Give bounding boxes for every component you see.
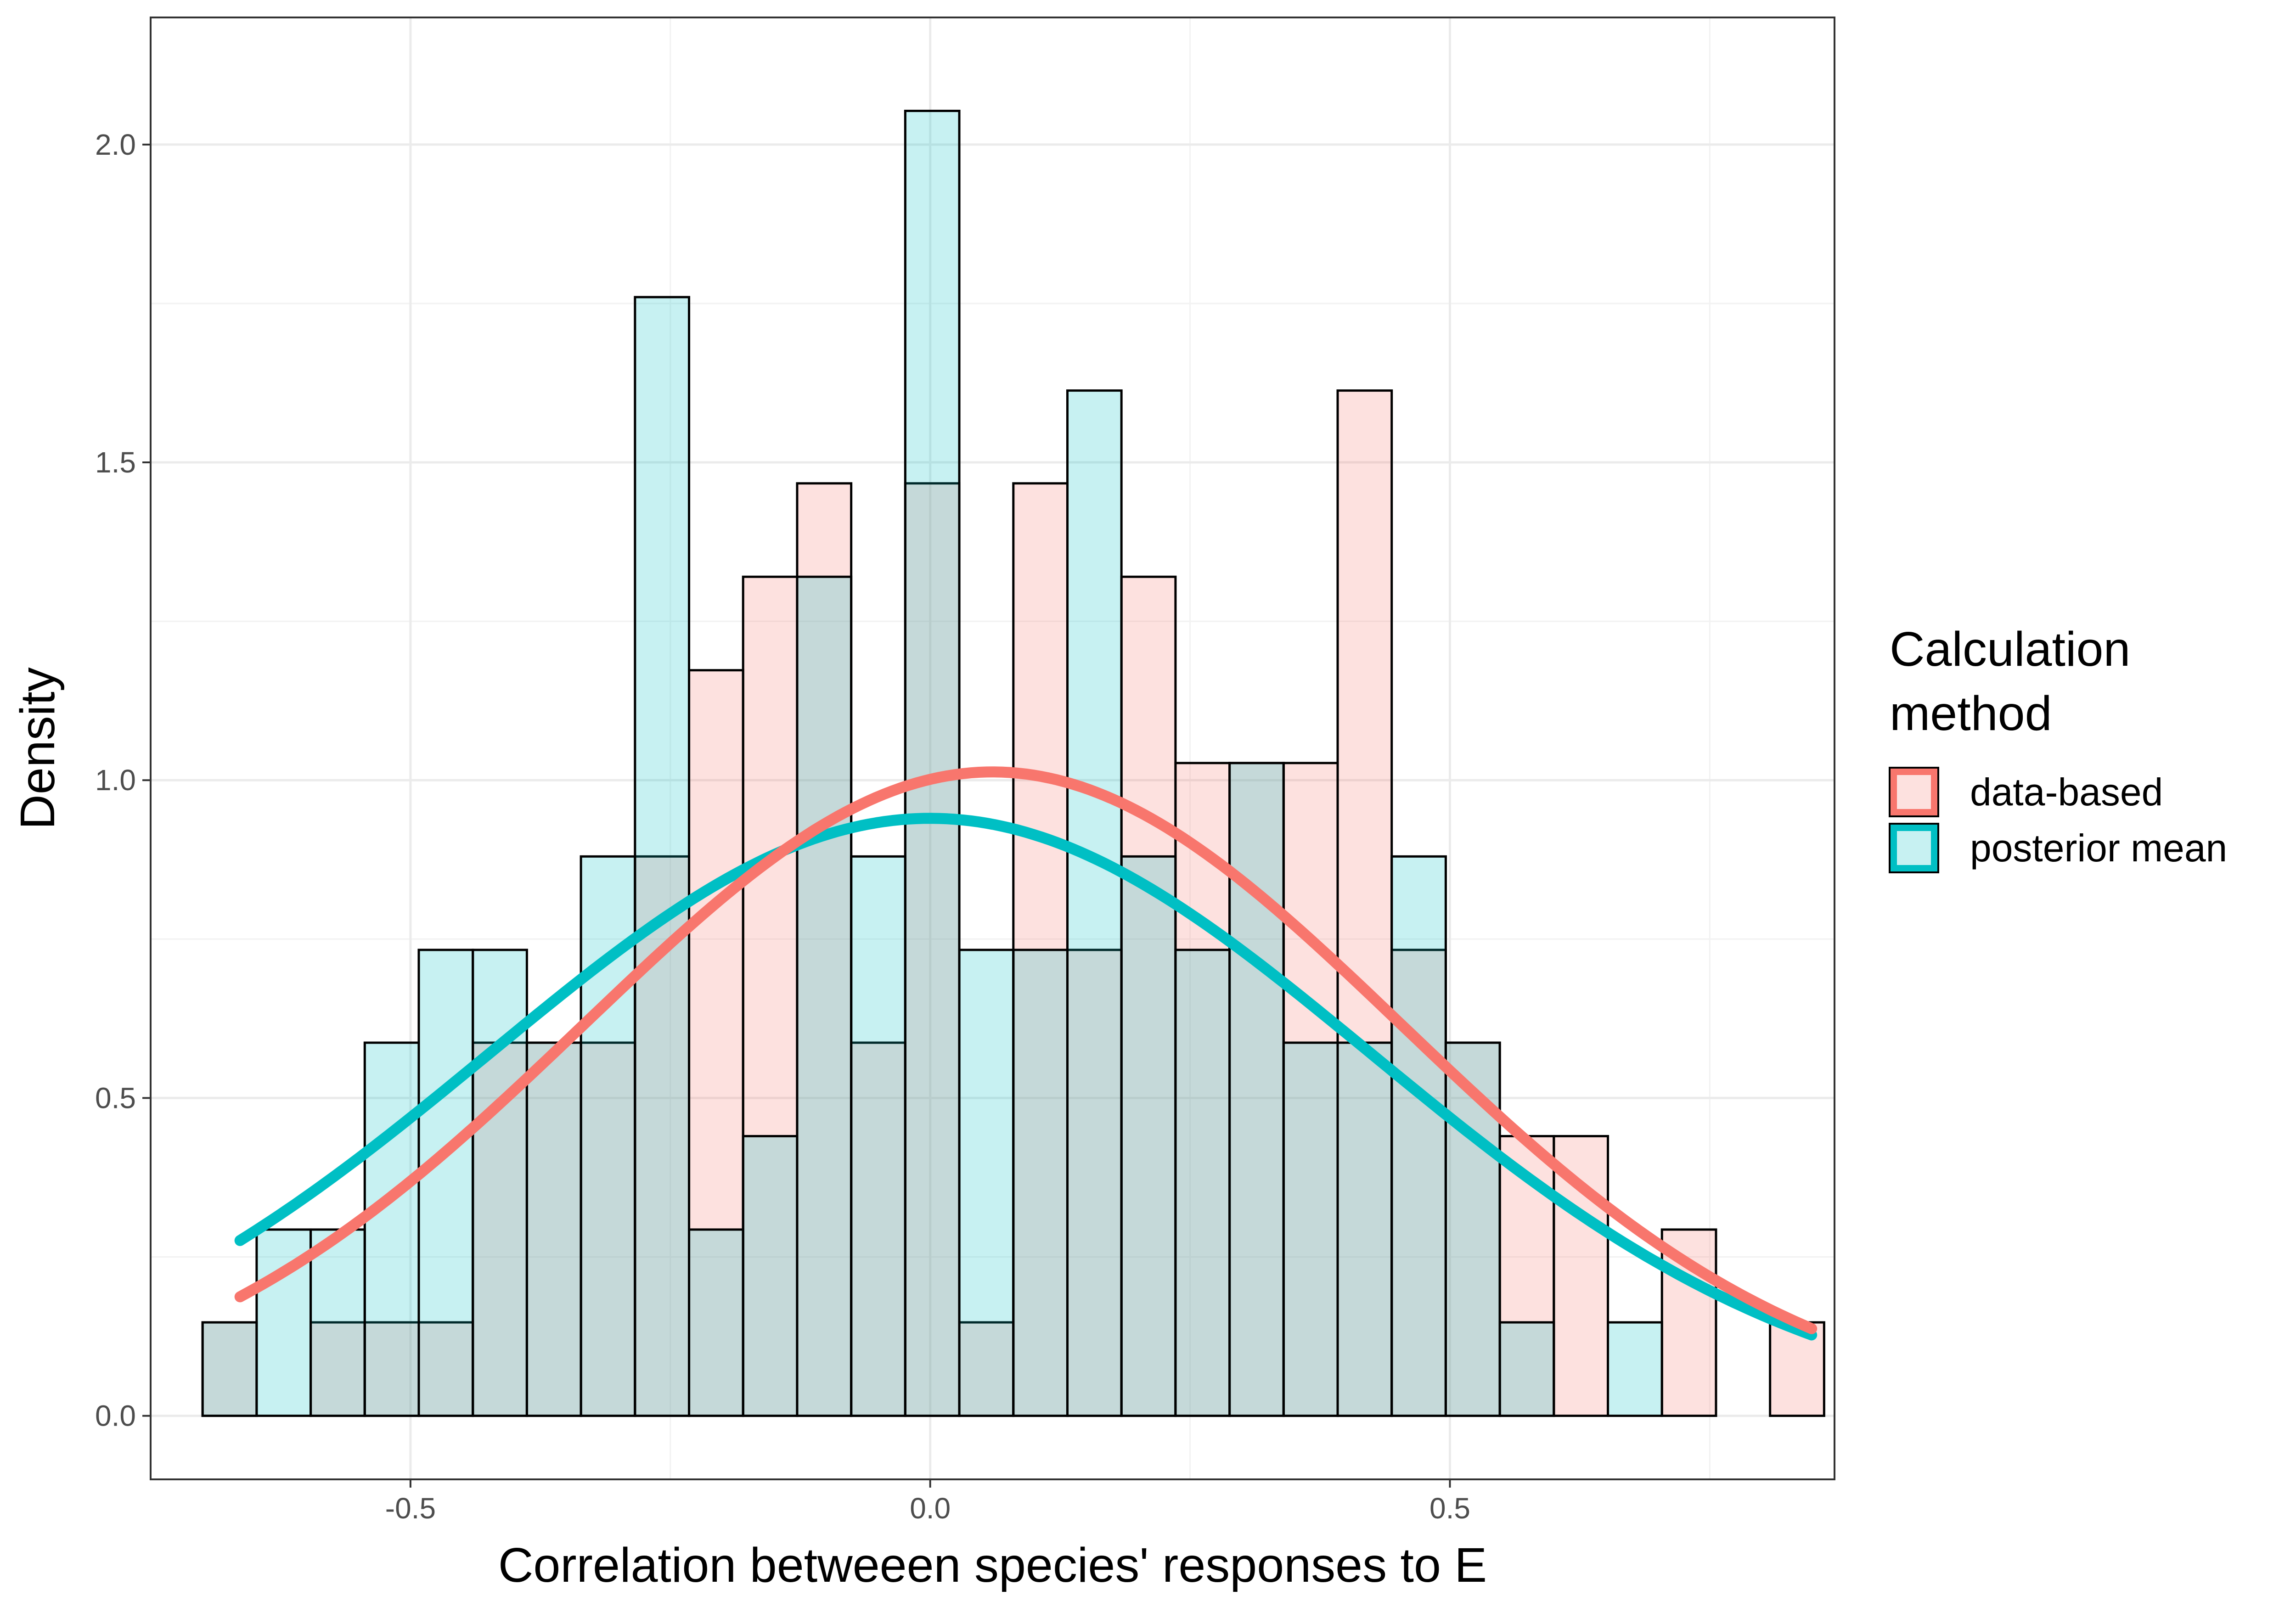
histogram-bar [1553, 1135, 1609, 1417]
histogram-bar [363, 1041, 420, 1417]
histogram-bar [310, 1321, 366, 1417]
histogram-bar [1282, 1041, 1339, 1417]
legend-key-swatch [1890, 768, 1938, 816]
histogram-bar [525, 1041, 582, 1417]
plot-border [150, 17, 1835, 1480]
histogram-bar [688, 1228, 744, 1417]
legend-key-outline [1889, 767, 1939, 817]
histogram-bar [742, 1135, 799, 1417]
histogram-bar [796, 575, 853, 1417]
histogram-bar [201, 1321, 258, 1417]
x-tick-label: -0.5 [385, 1492, 436, 1525]
axes: -0.5 0.0 0.5 0.0 0.5 1.0 1.5 2.0 [95, 128, 1470, 1525]
histogram-bar [1066, 949, 1123, 1417]
y-tick-label: 0.0 [95, 1399, 136, 1433]
density-curve-data-based [234, 766, 1818, 1334]
histogram-bar [310, 1228, 366, 1417]
histogram-bar [1498, 1321, 1555, 1417]
x-tick-label: 0.0 [910, 1492, 951, 1525]
legend-key-data-based [1889, 767, 1939, 817]
histogram-bar [958, 949, 1015, 1417]
histogram-bar [525, 1041, 582, 1417]
histogram-bar [1174, 949, 1231, 1417]
histogram-bar [850, 855, 906, 1417]
histogram-bar [1607, 1321, 1663, 1417]
legend-label: data-based [1970, 770, 2163, 814]
histogram-bar [255, 1228, 312, 1417]
histogram-bar [904, 109, 961, 1417]
histogram-bar [1066, 389, 1123, 1417]
histogram-bar [634, 296, 691, 1417]
histogram-bar [1336, 1041, 1393, 1417]
density-curves [234, 766, 1818, 1341]
y-tick-label: 1.5 [95, 446, 136, 479]
histogram-bar [1120, 855, 1177, 1417]
histogram-bar [472, 949, 528, 1417]
histogram-bar [417, 1321, 474, 1417]
density-curve-posterior-mean [234, 813, 1818, 1341]
legend-key-outline [1889, 823, 1939, 873]
legend-key-background [1890, 768, 1938, 816]
x-axis-title: Correlation betweeen species' responses … [498, 1538, 1487, 1592]
y-tick-label: 0.5 [95, 1081, 136, 1114]
y-tick-label: 1.0 [95, 764, 136, 797]
legend-title-line-2: method [1890, 686, 2052, 741]
x-tick-label: 0.5 [1429, 1492, 1470, 1525]
legend-key-swatch [1890, 824, 1938, 872]
histogram-bar [742, 575, 799, 1417]
histogram-bar [1228, 762, 1285, 1417]
legend-key-posterior-mean [1889, 823, 1939, 873]
histogram-bar [1120, 575, 1177, 1417]
histogram-bar [417, 949, 474, 1417]
y-tick-label: 2.0 [95, 128, 136, 161]
legend-key-background [1890, 824, 1938, 872]
y-axis-title: Density [11, 667, 65, 829]
legend: Calculation method data-based posterior m… [1889, 622, 2227, 873]
histogram-bar [904, 482, 961, 1417]
histogram-bar [1012, 949, 1069, 1417]
legend-label: posterior mean [1970, 826, 2227, 870]
legend-title-line-1: Calculation [1890, 622, 2130, 676]
histogram-bar [1390, 855, 1447, 1417]
bars-posterior-mean [201, 109, 1663, 1417]
